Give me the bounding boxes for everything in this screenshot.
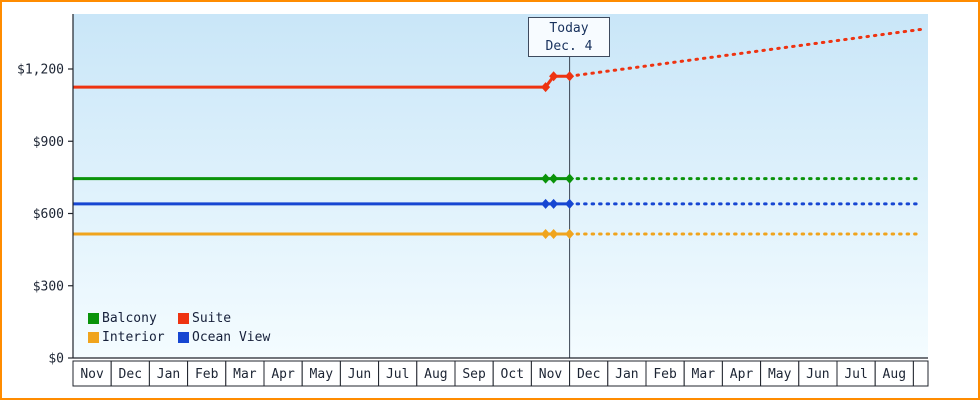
y-axis-tick-label: $300 [33,279,64,294]
legend-item: Ocean View [178,330,270,345]
price-marker [541,228,551,239]
legend-label: Suite [192,311,232,326]
x-axis-month-cell [225,360,265,387]
legend-swatch [178,313,189,324]
x-axis-month-label: Dec [119,367,142,382]
x-axis-month-cell [187,360,227,387]
x-axis-month-label: May [310,367,334,382]
x-axis-month-cell [492,360,532,387]
x-axis-month-cell [378,360,418,387]
today-annotation-line1: Today [549,21,589,36]
price-marker [541,198,551,209]
x-axis-month-label: Nov [80,367,104,382]
x-axis-month-label: Dec [577,367,600,382]
x-axis-empty-cell [912,360,929,387]
x-axis-month-label: Jan [615,367,638,382]
legend-swatch [88,332,99,343]
x-axis-month-label: Aug [883,367,906,382]
x-axis-month-cell [110,360,150,387]
x-axis-month-label: Feb [653,367,677,382]
x-axis-month-cell [607,360,647,387]
x-axis-month-label: Aug [424,367,447,382]
x-axis-month-label: Apr [271,367,295,382]
price-marker [565,71,575,82]
x-axis-month-cell [683,360,723,387]
x-axis-month-cell [874,360,914,387]
legend-label: Ocean View [192,330,271,345]
price-marker [549,71,559,82]
price-marker [549,173,559,184]
y-axis-tick-label: $600 [33,207,64,222]
today-annotation-box: Today Dec. 4 [528,17,610,57]
y-axis-tick-label: $1,200 [17,63,64,78]
legend-item: Balcony [88,311,178,326]
price-marker [565,198,575,209]
legend-swatch [88,313,99,324]
x-axis-month-label: Jan [157,367,180,382]
x-axis-month-cell [569,360,609,387]
x-axis-month-label: Oct [501,367,524,382]
legend-swatch [178,332,189,343]
x-axis-month-label: Jul [844,367,867,382]
x-axis-month-cell [301,360,341,387]
today-annotation-line2: Dec. 4 [545,39,593,54]
x-axis-month-label: Jul [386,367,409,382]
x-axis-month-cell [721,360,762,387]
chart-legend: Balcony Suite Interior Ocean View [88,311,270,345]
series-forecast-line [568,27,924,78]
legend-item: Suite [178,311,270,326]
x-axis-month-cell [339,360,380,387]
price-marker [541,82,551,93]
x-axis-month-label: Jun [348,367,371,382]
plot-area [73,14,928,358]
y-axis-tick-label: $900 [33,135,64,150]
x-axis-month-label: Jun [806,367,829,382]
legend-label: Balcony [102,311,157,326]
x-axis-month-label: Apr [730,367,754,382]
price-marker [549,228,559,239]
x-axis-month-label: May [768,367,792,382]
legend-label: Interior [102,330,165,345]
price-marker [549,198,559,209]
price-marker [565,228,575,239]
price-marker [541,173,551,184]
y-axis-tick-label: $0 [48,352,64,367]
series-history-line [73,74,570,89]
x-axis-month-cell [454,360,494,387]
x-axis-month-cell [760,360,800,387]
price-marker [565,173,575,184]
x-axis-month-cell [72,360,112,387]
x-axis-month-label: Mar [233,367,257,382]
x-axis-month-label: Feb [195,367,219,382]
x-axis-month-label: Mar [692,367,716,382]
legend-item: Interior [88,330,178,345]
x-axis-month-label: Nov [539,367,563,382]
x-axis-month-label: Sep [462,367,486,382]
